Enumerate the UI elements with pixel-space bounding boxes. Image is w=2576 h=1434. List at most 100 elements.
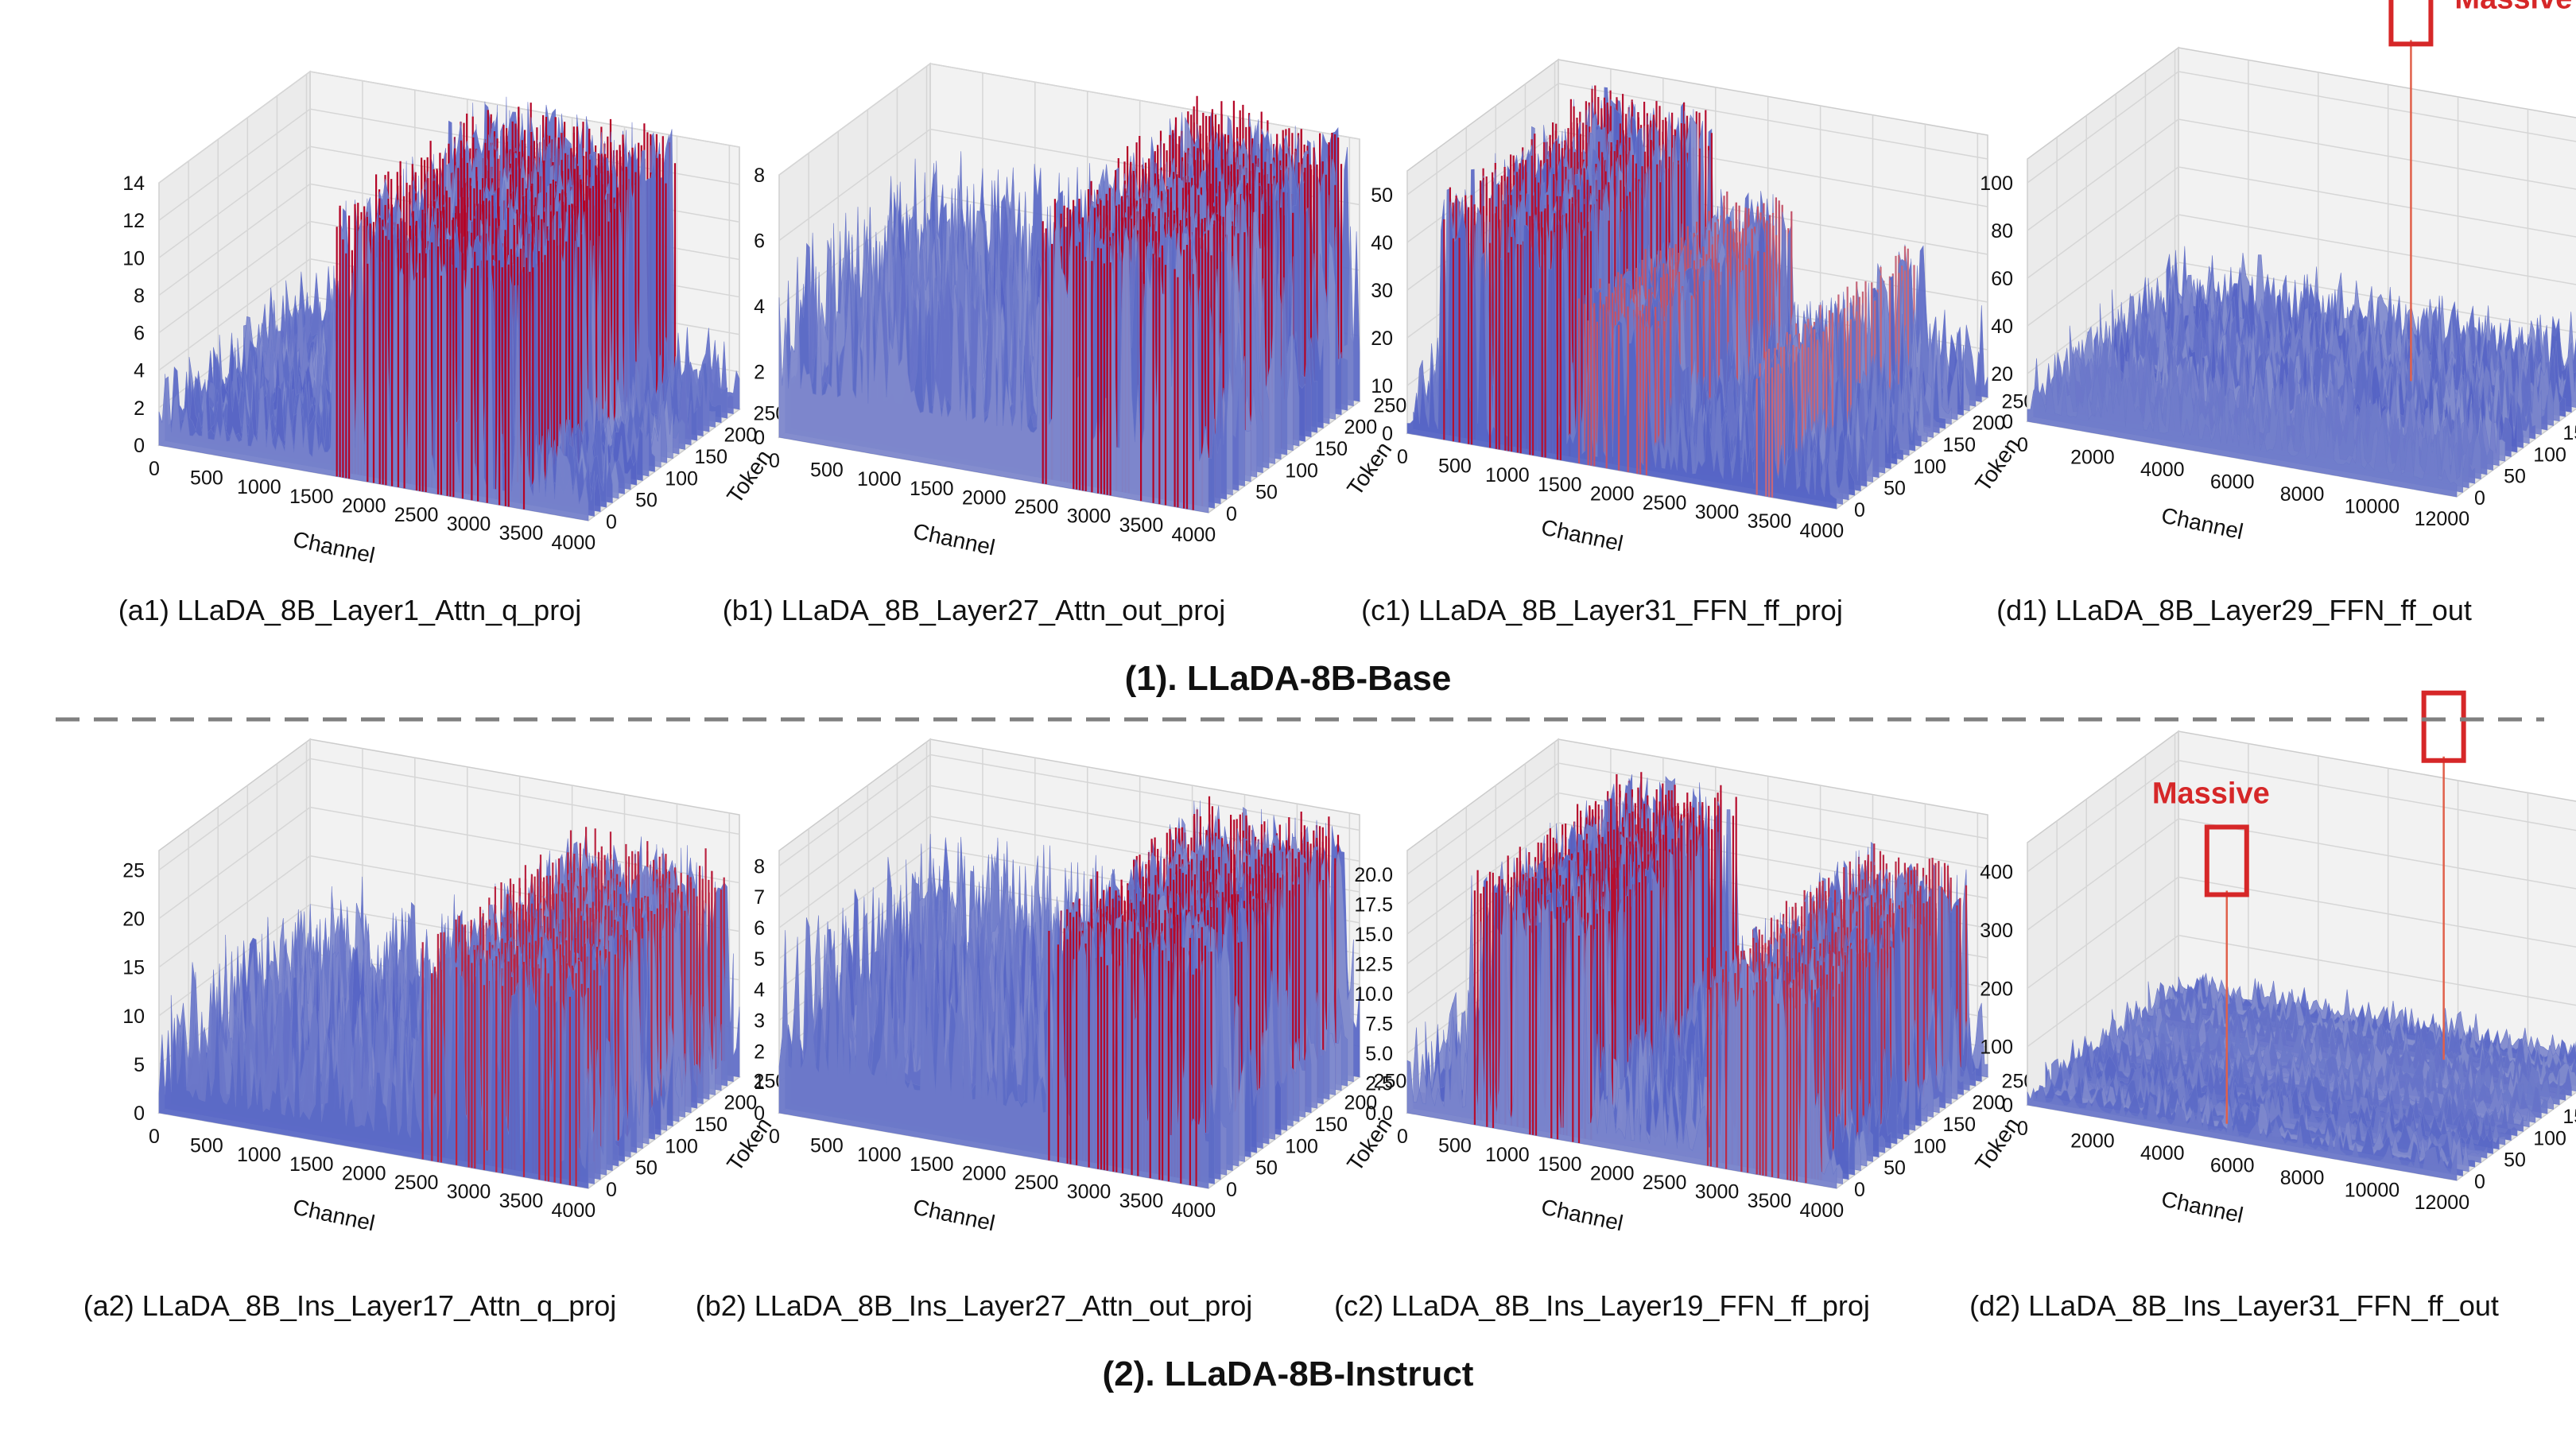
x-tick-label: 0 [769,1126,780,1148]
massive-label: Massive [2152,777,2270,810]
x-tick-label: 3500 [1119,1190,1164,1212]
x-tick-label: 2500 [1014,496,1059,518]
z-tick-label: 3 [754,1010,765,1033]
z-tick-label: 8 [754,165,765,187]
y-tick-label: 200 [1344,417,1377,439]
z-tick-label: 7 [754,886,765,909]
surface-row [158,945,589,1189]
z-tick-label: 5.0 [1365,1043,1393,1065]
y-tick-label: 200 [1344,1092,1377,1114]
panel-caption: (a1) LLaDA_8B_Layer1_Attn_q_proj [118,594,581,626]
x-tick-label: 2000 [2070,1130,2115,1152]
y-tick-label: 50 [1884,1157,1906,1180]
z-tick-label: 20 [1371,327,1393,350]
z-tick-label: 17.5 [1354,894,1393,917]
x-tick-label: 2000 [342,494,386,517]
chart-c2: 0.02.55.07.510.012.515.017.520.00 500 1000… [1334,738,2035,1322]
x-tick-label: 2000 [1590,1162,1635,1184]
surface [2027,246,2576,498]
z-tick-label: 300 [1980,920,2013,942]
x-tick-label: 0 [149,458,160,480]
z-tick-label: 50 [1371,184,1393,207]
y-tick-label: 50 [2504,466,2526,488]
surface [1406,85,1988,510]
panel-caption: (d1) LLaDA_8B_Layer29_FFN_ff_out [1996,594,2472,626]
surface [158,827,740,1189]
x-tick-label: 10000 [2345,1179,2400,1201]
x-tick-label: 1500 [910,478,954,500]
x-tick-label: 2500 [1643,492,1687,514]
y-tick-label: 50 [1255,1157,1278,1180]
x-axis-label: Channel [1539,514,1625,556]
z-tick-label: 0 [1382,423,1393,445]
x-tick-label: 2500 [1643,1172,1687,1194]
x-tick-label: 1500 [1538,474,1582,496]
x-tick-label: 4000 [1172,1200,1216,1222]
z-tick-label: 60 [1991,268,2013,290]
surface-row [2027,377,2458,498]
surface-row [158,216,589,521]
z-tick-label: 8 [134,285,145,307]
x-tick-label: 6000 [2210,1154,2255,1176]
x-tick-label: 4000 [1800,520,1845,542]
x-tick-label: 3000 [1695,502,1740,524]
y-tick-label: 50 [635,1157,658,1180]
y-tick-label: 200 [1972,1092,2005,1114]
x-tick-label: 4000 [2140,1142,2185,1165]
z-tick-label: 5 [754,948,765,971]
z-tick-label: 25 [122,859,145,882]
surface-row [1406,199,1837,510]
x-tick-label: 8000 [2280,1167,2325,1189]
x-tick-label: 0 [769,450,780,472]
z-tick-label: 30 [1371,280,1393,302]
x-tick-label: 1500 [289,486,334,508]
panel-caption: (c1) LLaDA_8B_Layer31_FFN_ff_proj [1361,594,1843,626]
y-tick-label: 200 [724,424,757,447]
x-tick-label: 2000 [962,486,1007,509]
massive-label: Massive [2454,0,2572,15]
y-tick-label: 0 [2474,1171,2485,1193]
x-tick-label: 1000 [1485,1144,1530,1166]
y-tick-label: 100 [1913,455,1946,478]
x-axis-label: Channel [1539,1194,1625,1235]
surface [778,95,1360,514]
z-tick-label: 7.5 [1365,1013,1393,1036]
y-tick-label: 100 [2533,1127,2566,1149]
x-tick-label: 1000 [857,1144,902,1166]
x-tick-label: 500 [1438,455,1472,478]
x-axis-label: Channel [291,1194,377,1235]
z-tick-label: 5 [134,1054,145,1076]
x-tick-label: 4000 [552,1200,596,1222]
x-tick-label: 3500 [499,1190,544,1212]
x-tick-label: 3000 [447,1181,491,1203]
x-tick-label: 3000 [1695,1181,1740,1203]
panel-caption: (c2) LLaDA_8B_Ins_Layer19_FFN_ff_proj [1334,1289,1870,1322]
z-tick-label: 0 [754,427,765,449]
z-tick-label: 40 [1991,316,2013,338]
x-tick-label: 4000 [2140,459,2185,481]
x-tick-label: 500 [190,1135,223,1157]
y-tick-label: 50 [1884,478,1906,500]
z-tick-label: 10 [1371,375,1393,397]
y-tick-label: 150 [1314,1114,1348,1136]
y-tick-label: 100 [1285,1135,1318,1157]
y-tick-label: 200 [1972,413,2005,435]
z-tick-label: 0 [134,435,145,457]
y-tick-label: 0 [606,1179,617,1201]
z-tick-label: 2 [754,1041,765,1063]
x-tick-label: 2500 [1014,1172,1059,1194]
surface [1406,772,1988,1189]
panel-caption: (a2) LLaDA_8B_Ins_Layer17_Attn_q_proj [83,1289,616,1322]
massive-box [2388,0,2434,47]
z-tick-label: 2.5 [1365,1073,1393,1095]
x-tick-label: 3500 [1748,510,1792,533]
x-tick-label: 1000 [237,476,281,498]
x-tick-label: 500 [810,1135,844,1157]
z-tick-label: 0 [2002,411,2013,433]
z-tick-label: 2 [134,397,145,420]
